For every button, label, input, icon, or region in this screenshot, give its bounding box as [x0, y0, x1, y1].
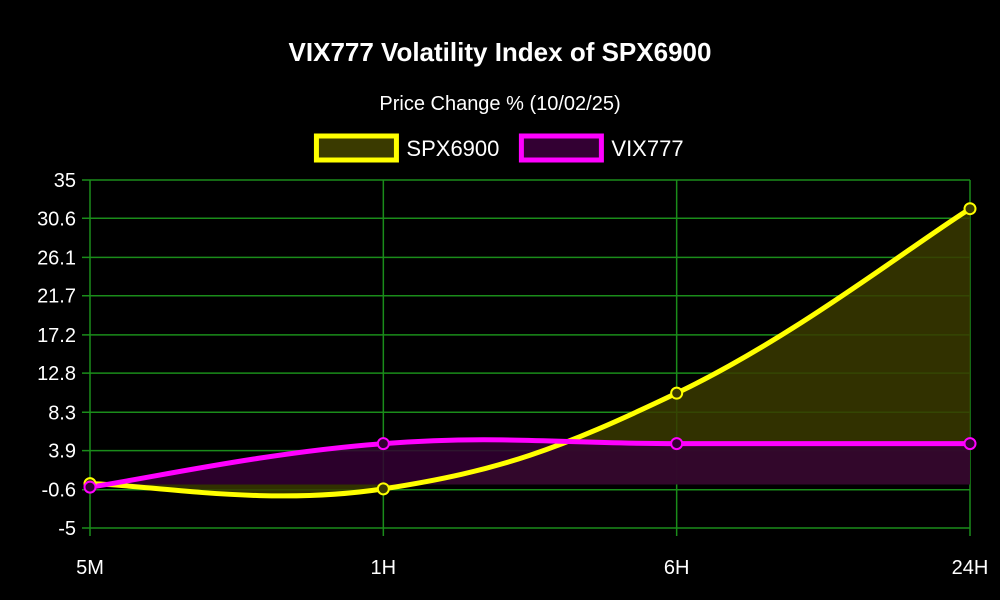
y-tick-label: 35: [54, 170, 76, 192]
series-lines: [87, 206, 973, 499]
data-point-spx6900[interactable]: [670, 386, 684, 400]
legend-swatch: [313, 133, 399, 163]
legend-item-vix777[interactable]: VIX777: [518, 133, 684, 163]
x-tick-label: 5M: [76, 557, 104, 579]
y-tick-label: 21.7: [37, 286, 76, 308]
y-tick-label: -0.6: [42, 480, 76, 502]
data-point-spx6900[interactable]: [963, 202, 977, 216]
x-tick-label: 6H: [664, 557, 690, 579]
legend-label: SPX6900: [406, 136, 499, 161]
y-tick-label: -5: [58, 518, 76, 540]
y-axis-ticks: 35 30.6 26.1 21.7 17.2 12.8 8.3 3.9 -0.6 -5: [37, 170, 76, 540]
series-line-spx6900: [87, 206, 973, 499]
x-axis-ticks: 5M 1H 6H 24H: [76, 557, 988, 579]
x-tick-label: 24H: [952, 557, 989, 579]
legend: SPX6900 VIX777: [313, 133, 684, 163]
chart-title: VIX777 Volatility Index of SPX6900: [289, 37, 712, 67]
series-points: [83, 202, 977, 496]
y-tick-label: 12.8: [37, 363, 76, 385]
legend-label: VIX777: [611, 136, 683, 161]
legend-swatch: [518, 133, 604, 163]
y-tick-label: 30.6: [37, 208, 76, 230]
y-tick-label: 17.2: [37, 325, 76, 347]
data-point-vix777[interactable]: [963, 437, 977, 451]
data-point-vix777[interactable]: [83, 480, 97, 494]
chart-subtitle: Price Change % (10/02/25): [379, 93, 620, 115]
y-tick-label: 8.3: [48, 402, 76, 424]
legend-item-spx6900[interactable]: SPX6900: [313, 133, 499, 163]
data-point-vix777[interactable]: [670, 437, 684, 451]
series-line-vix777: [87, 437, 973, 490]
y-tick-label: 3.9: [48, 441, 76, 463]
x-tick-label: 1H: [371, 557, 397, 579]
y-tick-label: 26.1: [37, 247, 76, 269]
series-area-spx6900: [90, 208, 970, 496]
data-point-vix777[interactable]: [376, 437, 390, 451]
data-point-spx6900[interactable]: [376, 482, 390, 496]
